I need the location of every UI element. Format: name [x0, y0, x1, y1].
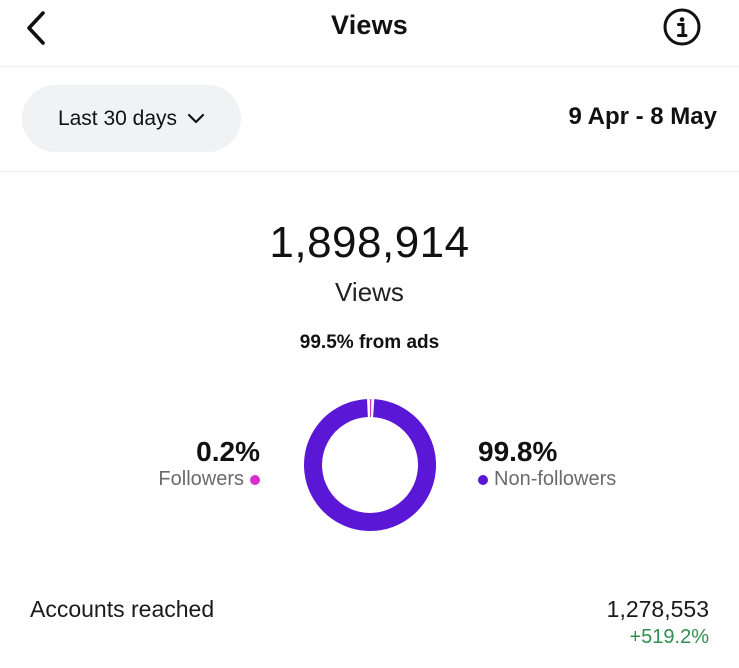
ads-share-note: 99.5% from ads	[299, 332, 440, 353]
date-range-dropdown[interactable]: Last 30 days	[22, 85, 241, 152]
non-followers-label: Non-followers	[494, 468, 617, 490]
total-views: 1,898,914	[269, 218, 470, 267]
back-button[interactable]	[18, 8, 54, 48]
page-title: Views	[330, 10, 409, 40]
non-followers-percent: 99.8%	[478, 436, 558, 467]
info-icon	[663, 8, 701, 46]
non-followers-legend: Non-followers	[478, 468, 616, 491]
total-views-label: Views	[335, 277, 404, 307]
audience-donut-chart	[304, 399, 436, 531]
accounts-reached-label: Accounts reached	[30, 596, 215, 622]
date-range-selected: Last 30 days	[57, 106, 178, 130]
accounts-reached-change: +519.2%	[629, 626, 709, 648]
followers-legend: Followers	[158, 468, 260, 491]
non-followers-stat: 99.8% Non-followers	[478, 436, 616, 491]
accounts-reached-value: 1,278,553	[606, 596, 709, 622]
non-followers-dot-icon	[478, 474, 488, 485]
followers-dot-icon	[250, 474, 260, 485]
followers-percent: 0.2%	[196, 436, 260, 467]
info-button[interactable]	[660, 5, 704, 49]
followers-label: Followers	[158, 468, 244, 490]
followers-stat: 0.2% Followers	[158, 436, 260, 491]
date-range-row: Last 30 days 9 Apr - 8 May	[0, 67, 739, 172]
chevron-down-icon	[187, 113, 205, 123]
date-range-text: 9 Apr - 8 May	[568, 103, 718, 130]
donut-segment-non-followers	[304, 399, 436, 531]
header: Views	[0, 0, 739, 67]
chevron-left-icon	[27, 11, 45, 45]
